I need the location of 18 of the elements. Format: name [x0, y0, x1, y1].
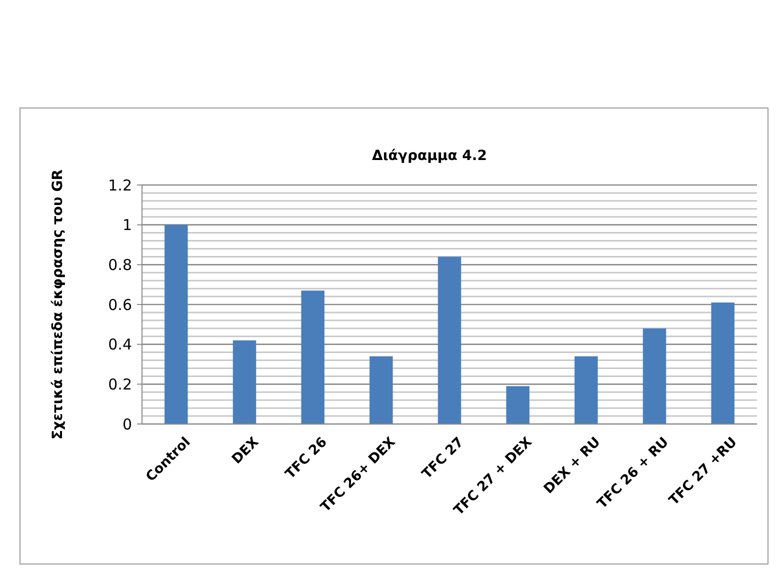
bar	[711, 302, 734, 424]
y-tick-label: 0.8	[108, 256, 132, 274]
bar	[506, 386, 530, 424]
y-tick-label: 1.2	[108, 176, 132, 194]
bar	[642, 328, 666, 424]
chart-title: Διάγραμμα 4.2	[372, 148, 487, 164]
bar	[232, 340, 256, 424]
y-tick-label: 1	[122, 216, 132, 234]
y-tick-label: 0.2	[108, 375, 132, 394]
y-axis-title: Σχετικά επίπεδα έκφρασης του GR	[50, 169, 66, 440]
bar	[574, 356, 598, 424]
y-tick-label: 0	[122, 415, 132, 434]
bar	[438, 256, 462, 424]
bar	[164, 224, 188, 424]
bar	[301, 290, 324, 424]
bar	[370, 356, 393, 424]
y-tick-label: 0.4	[108, 336, 132, 354]
y-tick-label: 0.6	[108, 296, 132, 314]
